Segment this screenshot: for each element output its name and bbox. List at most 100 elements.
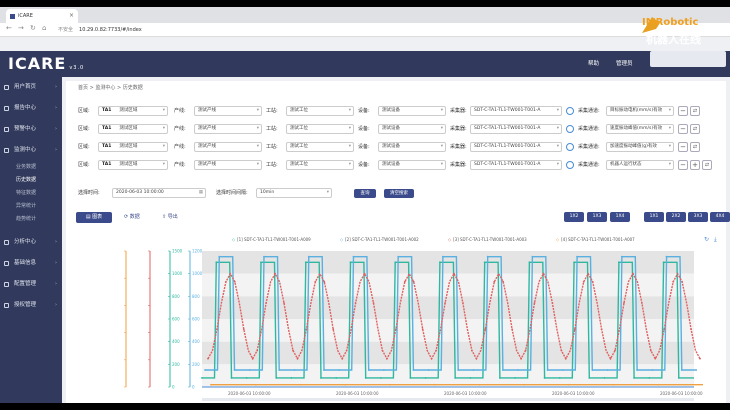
time-picker[interactable]: 2020-06-03 10:00:00 ▦ [112,188,206,198]
station-select[interactable]: 测试工位 ▾ [286,124,354,134]
legend-item[interactable]: ◇ [2] SDT-C-TA1-TL1-TW001-T001-A002 [340,236,419,244]
sidebar-subitem-2[interactable]: 特征数据 [16,190,37,196]
region-select[interactable]: TA1 测试区域 ▾ [98,142,168,152]
sidebar-subitem-3[interactable]: 异常统计 [16,203,37,209]
sidebar-item2-1[interactable]: 基础信息 › [0,253,62,274]
watermark: IMRobotic 机器人在线 [642,17,726,67]
series-point [409,377,412,379]
tab-close-icon[interactable]: × [68,12,74,19]
station-select[interactable]: 测试工位 ▾ [286,106,354,116]
series-line-2[interactable] [205,256,697,371]
layout-button-1x1[interactable]: 1X1 [644,212,664,222]
legend-item[interactable]: ◇ [1] SDT-C-TA1-TL1-TW001-T001-A009 [232,236,311,244]
help-link[interactable]: 帮助 [588,61,600,67]
device-select[interactable]: 测试设备 ▾ [378,106,446,116]
sidebar-item-2[interactable]: 预警中心 › [0,119,62,140]
sensor-select[interactable]: 目标振动电机(mm/s)有效 ▾ [606,106,674,116]
layout-button-1x3[interactable]: 1X3 [587,212,607,222]
export-button[interactable]: ⇪ 导出 [162,212,178,223]
sidebar-item2-0[interactable]: 分析中心 › [0,232,62,253]
series-point [386,357,388,360]
region-select[interactable]: TA1 测试区域 ▾ [98,124,168,134]
legend-label: [1] SDT-C-TA1-TL1-TW001-T001-A009 [237,237,311,242]
layout-button-1x4[interactable]: 1X4 [610,212,630,222]
search-icon[interactable] [566,125,574,133]
swap-icon[interactable]: ⇄ [690,142,700,152]
reset-button[interactable]: 清空搜索 [384,189,414,198]
add-row-button[interactable]: + [690,160,700,170]
sidebar-subitem-1[interactable]: 历史数据 [16,177,37,183]
download-icon[interactable]: ⤓ [714,236,717,243]
table-view-button[interactable]: ⟳ 数据 [124,212,140,223]
search-icon[interactable] [566,143,574,151]
swap-icon[interactable]: ⇄ [690,106,700,116]
sidebar-item-1[interactable]: 报告中心 › [0,98,62,119]
series-point [442,255,444,258]
sidebar-item-3[interactable]: 监测中心 › [0,140,62,161]
url-field[interactable]: 不安全 10.29.0.82:7733/#/index [58,25,618,35]
layout-button-4x4[interactable]: 4X4 [710,212,730,222]
legend-marker-icon: ◇ [556,237,560,242]
back-icon[interactable]: ← [6,24,12,32]
series-line-3[interactable] [207,272,701,361]
remove-row-button[interactable]: − [678,142,688,152]
sensor-select[interactable]: 加速度振动峰值(g)有效 ▾ [606,142,674,152]
sidebar-item2-3[interactable]: 授权管理 › [0,295,62,316]
layout-button-3x3[interactable]: 3X3 [688,212,708,222]
legend-item[interactable]: ◇ [4] SDT-C-TA1-TL1-TW001-T001-A007 [556,236,635,244]
remove-row-button[interactable]: − [678,160,688,170]
remove-row-button[interactable]: − [678,124,688,134]
line-select[interactable]: 测试产线 ▾ [194,160,262,170]
series-point [292,349,294,352]
series-line-1[interactable] [202,261,694,379]
series-point [457,369,460,371]
zoom-slider[interactable] [202,398,694,401]
series-point [614,349,616,352]
series-point [381,349,384,352]
station-select[interactable]: 测试工位 ▾ [286,160,354,170]
sidebar-subitem-0[interactable]: 业务数据 [16,164,37,170]
sidebar-item2-2[interactable]: 配置管理 › [0,274,62,295]
home-icon[interactable]: ⌂ [42,24,47,32]
search-icon[interactable] [566,161,574,169]
search-button[interactable]: 查询 [354,189,376,198]
station-select[interactable]: 测试工位 ▾ [286,142,354,152]
line-select[interactable]: 测试产线 ▾ [194,124,262,134]
refresh-icon[interactable]: ↻ [704,236,710,243]
user-menu[interactable]: 管理员 [616,61,633,67]
collector-select[interactable]: SDT-C-TA1-TL1-TW001-T001-A ▾ [470,124,562,134]
reload-icon[interactable]: ↻ [30,24,36,32]
swap-icon[interactable]: ⇄ [702,160,712,170]
search-icon[interactable] [566,107,574,115]
device-select[interactable]: 测试设备 ▾ [378,142,446,152]
series-point [591,280,594,283]
legend-item[interactable]: ◇ [3] SDT-C-TA1-TL1-TW001-T001-A003 [448,236,527,244]
sidebar-item-0[interactable]: 用户首页 › [0,77,62,98]
series-point [427,369,430,371]
browser-tab[interactable]: iCARE × [6,9,78,23]
layout-button-2x2[interactable]: 2X2 [666,212,686,222]
history-chart: 1500 1000 800 600 400 200 0 1200 1000 800 600 400 20… [124,249,703,401]
collector-select[interactable]: SDT-C-TA1-TL1-TW001-T001-A ▾ [470,142,562,152]
device-select[interactable]: 测试设备 ▾ [378,124,446,134]
chevron-down-icon: ▾ [162,108,165,113]
sensor-select[interactable]: 机器人运行状态 ▾ [606,160,674,170]
layout-button-1x2[interactable]: 1X2 [564,212,584,222]
line-select[interactable]: 测试产线 ▾ [194,106,262,116]
interval-select[interactable]: 10min ▾ [256,188,332,198]
series-point [469,377,472,379]
sensor-select[interactable]: 速度振动峰值(mm/s)有效 ▾ [606,124,674,134]
sidebar-subitem-4[interactable]: 趋势统计 [16,216,37,222]
device-select[interactable]: 测试设备 ▾ [378,160,446,170]
remove-row-button[interactable]: − [678,106,688,116]
region-select[interactable]: TA1 测试区域 ▾ [98,106,168,116]
chevron-down-icon: ▾ [668,126,671,131]
collector-label: 采集器: [450,162,467,168]
region-select[interactable]: TA1 测试区域 ▾ [98,160,168,170]
forward-icon[interactable]: → [18,24,24,32]
chart-view-button[interactable]: ▤ 图表 [76,212,112,223]
collector-select[interactable]: SDT-C-TA1-TL1-TW001-T001-A ▾ [470,106,562,116]
collector-select[interactable]: SDT-C-TA1-TL1-TW001-T001-A ▾ [470,160,562,170]
line-select[interactable]: 测试产线 ▾ [194,142,262,152]
swap-icon[interactable]: ⇄ [690,124,700,134]
